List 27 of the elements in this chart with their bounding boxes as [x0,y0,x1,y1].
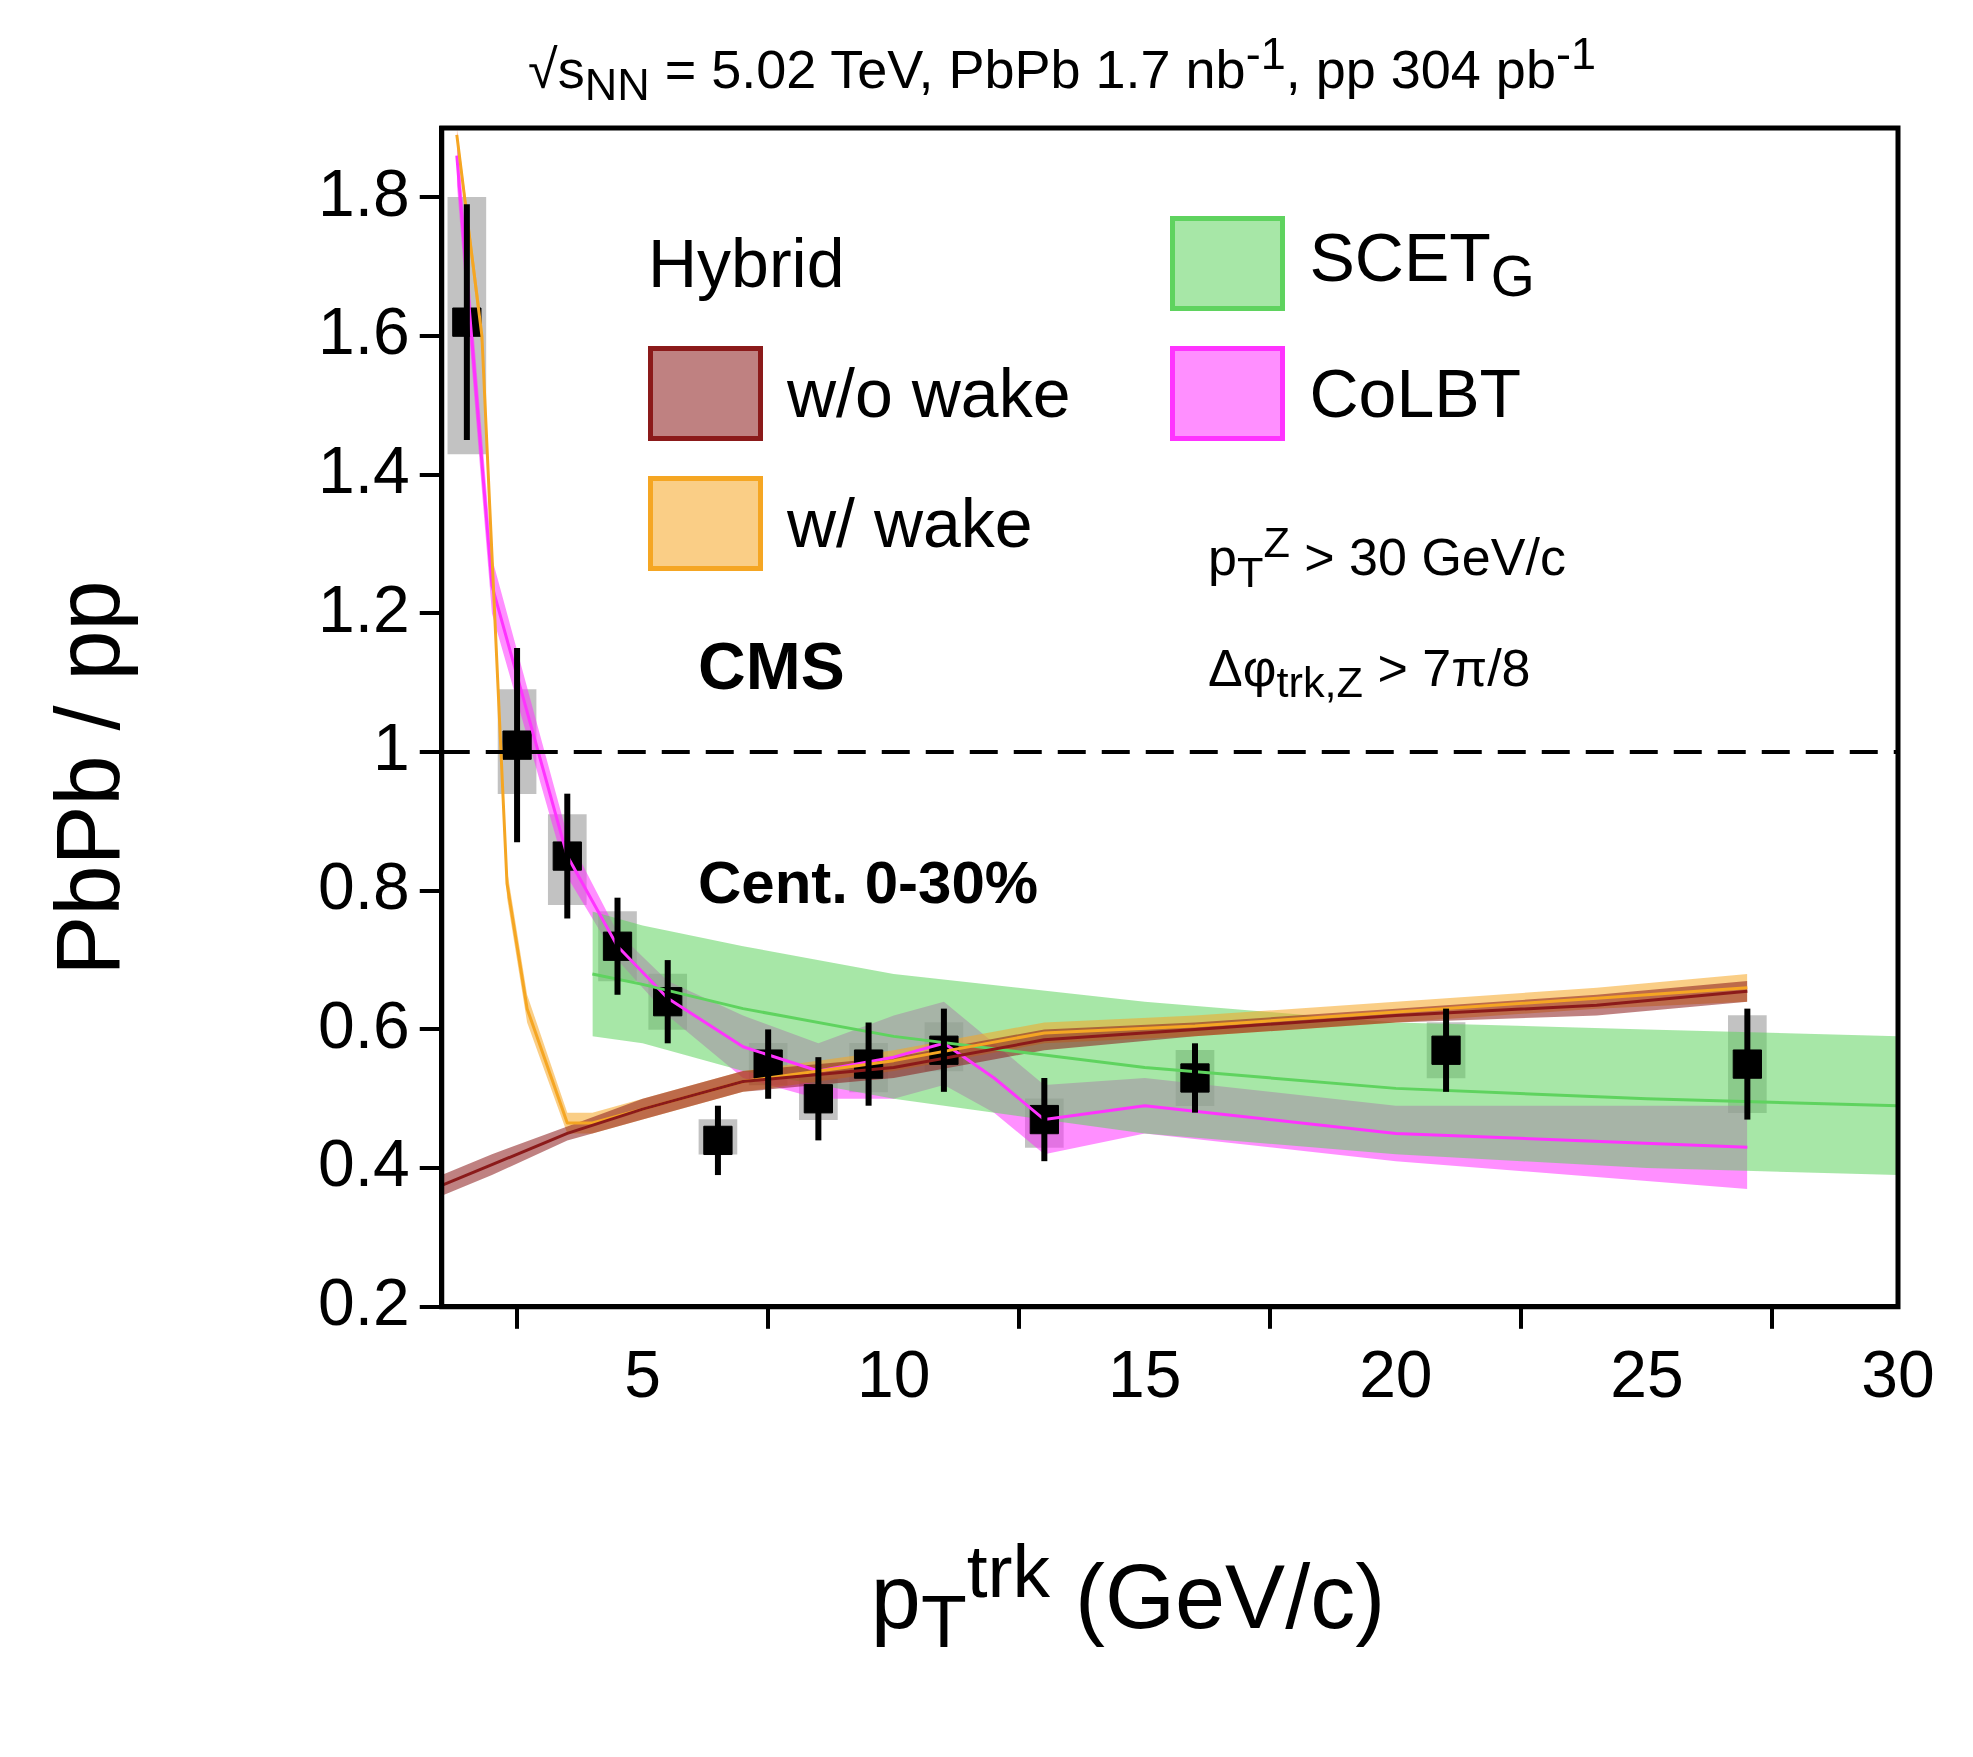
y-tick-label: 1 [373,710,410,785]
y-axis-title: PbPb / pp [36,580,139,976]
annotation: CMS [698,628,845,704]
x-tick-label: 25 [1610,1336,1684,1411]
y-tick-label: 0.8 [318,848,410,923]
x-tick-label: 30 [1861,1336,1935,1411]
annotation: Cent. 0-30% [698,848,1039,917]
y-tick-label: 0.4 [318,1126,410,1201]
x-axis-title: p$_{T}$$^{trk}$ (GeV/c) [869,1528,1387,1664]
legend-label: SCET$_{G}$ [1309,217,1535,309]
y-tick-label: 1.6 [318,294,410,369]
y-tick-label: 1.8 [318,155,410,230]
y-tick-label: 0.2 [318,1265,410,1339]
x-tick-label: 5 [624,1336,661,1411]
y-tick-label: 1.4 [318,432,410,507]
x-tick-label: 20 [1359,1336,1433,1411]
legend-label: w/ wake [787,484,1033,562]
chart-title: √s$_{NN}$ = 5.02 TeV, PbPb 1.7 nb$^{-1}$, pp 304 pb$^{-1}$ [528,28,1596,111]
annotation: Δφ$_{trk,Z}$ > 7π/8 [1208,638,1531,708]
y-tick-label: 1.2 [318,571,410,646]
legend-label: CoLBT [1309,354,1522,432]
x-tick-label: 15 [1108,1336,1182,1411]
x-tick-label: 10 [856,1336,931,1411]
y-tick-label: 0.6 [318,987,410,1062]
legend-title: Hybrid [648,224,846,303]
annotation: p$_{T}$$^{Z}$ > 30 GeV/c [1208,518,1566,597]
legend-label: w/o wake [787,354,1071,432]
